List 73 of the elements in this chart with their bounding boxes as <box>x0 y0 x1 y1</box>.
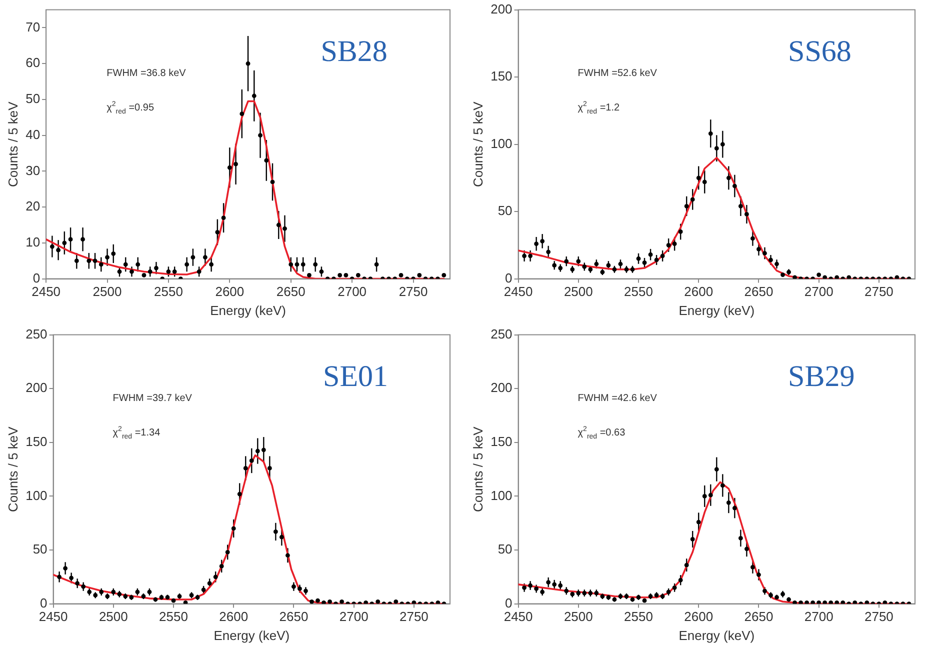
x-tick-label: 2550 <box>624 284 653 300</box>
y-tick-label: 20 <box>26 198 40 214</box>
y-tick-label: 150 <box>490 434 512 449</box>
x-tick-label: 2750 <box>864 284 894 300</box>
y-tick-label: 10 <box>26 234 40 250</box>
x-tick-label: 2650 <box>276 284 306 300</box>
x-axis-title: Energy (keV) <box>678 302 755 318</box>
x-tick-label: 2500 <box>564 284 593 300</box>
x-tick-label: 2450 <box>38 609 68 624</box>
x-tick-label: 2550 <box>624 609 653 624</box>
x-tick-label: 2500 <box>98 609 128 624</box>
y-tick-label: 200 <box>490 380 512 396</box>
x-tick-label: 2700 <box>804 284 834 300</box>
y-tick-label: 150 <box>490 68 512 84</box>
annotation: SB28 <box>320 34 388 68</box>
x-tick-label: 2600 <box>219 609 248 624</box>
x-tick-label: 2750 <box>864 609 894 624</box>
x-tick-label: 2550 <box>159 609 188 624</box>
x-axis-title: Energy (keV) <box>210 302 286 318</box>
y-axis-title: Counts / 5 keV <box>5 101 20 187</box>
annotation: SB29 <box>788 360 855 393</box>
y-tick-label: 60 <box>26 55 40 70</box>
x-axis-title: Energy (keV) <box>678 628 755 643</box>
x-tick-label: 2650 <box>744 609 774 624</box>
annotation: FWHM =39.7 keV <box>112 392 192 404</box>
annotation: SE01 <box>323 360 388 393</box>
x-tick-label: 2500 <box>564 609 593 624</box>
y-tick-label: 50 <box>26 91 40 106</box>
annotation: χ$^{2}$$_{red}$ =1.2 <box>578 101 620 116</box>
x-tick-label: 2750 <box>399 609 428 624</box>
x-tick-label: 2650 <box>744 284 774 300</box>
y-axis-title: Counts / 5 keV <box>470 101 486 187</box>
y-tick-label: 250 <box>26 326 48 342</box>
y-tick-label: 200 <box>26 380 48 396</box>
y-axis-title: Counts / 5 keV <box>470 426 486 512</box>
x-tick-label: 2550 <box>154 284 183 300</box>
annotation: FWHM =42.6 keV <box>578 392 657 404</box>
annotation: SS68 <box>788 34 852 68</box>
y-tick-label: 100 <box>26 488 48 503</box>
y-tick-label: 100 <box>490 136 512 151</box>
x-tick-label: 2600 <box>684 284 714 300</box>
x-tick-label: 2600 <box>215 284 244 300</box>
y-tick-label: 50 <box>32 542 48 557</box>
x-tick-label: 2700 <box>339 609 368 624</box>
y-tick-label: 250 <box>490 326 512 342</box>
x-tick-label: 2450 <box>32 284 61 300</box>
annotation: χ$^{2}$$_{red}$ =0.63 <box>578 426 626 441</box>
x-tick-label: 2500 <box>92 284 122 300</box>
y-axis-title: Counts / 5 keV <box>5 426 20 512</box>
annotation: FWHM =36.8 keV <box>106 68 186 79</box>
y-tick-label: 70 <box>26 19 40 34</box>
y-tick-label: 0 <box>40 595 48 610</box>
y-tick-label: 50 <box>498 542 512 557</box>
annotation: χ$^{2}$$_{red}$ =1.34 <box>112 426 160 441</box>
x-tick-label: 2450 <box>504 284 533 300</box>
annotation: FWHM =52.6 keV <box>578 68 657 79</box>
x-tick-label: 2450 <box>504 609 533 624</box>
x-tick-label: 2700 <box>338 284 367 300</box>
y-tick-label: 30 <box>26 162 40 178</box>
x-tick-label: 2650 <box>279 609 308 624</box>
x-axis-title: Energy (keV) <box>214 628 290 643</box>
annotation: χ$^{2}$$_{red}$ =0.95 <box>106 101 154 116</box>
x-tick-label: 2700 <box>804 609 834 624</box>
y-tick-label: 100 <box>490 488 512 503</box>
y-tick-label: 150 <box>26 434 48 449</box>
x-tick-label: 2600 <box>684 609 714 624</box>
y-tick-label: 0 <box>505 270 512 286</box>
y-tick-label: 200 <box>490 1 512 16</box>
y-tick-label: 0 <box>505 595 512 610</box>
y-tick-label: 40 <box>26 126 40 142</box>
y-tick-label: 50 <box>498 203 512 218</box>
x-tick-label: 2750 <box>398 284 428 300</box>
y-tick-label: 0 <box>32 270 40 286</box>
